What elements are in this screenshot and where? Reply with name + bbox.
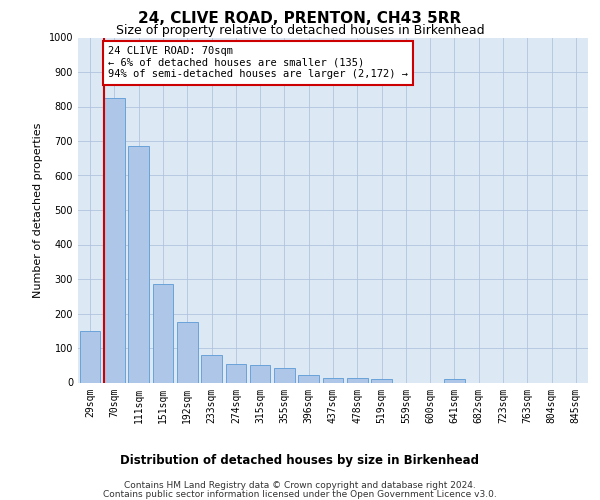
Bar xyxy=(444,379,465,382)
Bar xyxy=(250,365,271,382)
Bar xyxy=(104,98,125,382)
Bar xyxy=(128,146,149,382)
Bar xyxy=(201,355,222,382)
Text: 24, CLIVE ROAD, PRENTON, CH43 5RR: 24, CLIVE ROAD, PRENTON, CH43 5RR xyxy=(139,11,461,26)
Bar xyxy=(323,378,343,382)
Bar xyxy=(371,379,392,382)
Bar xyxy=(226,364,246,382)
Bar xyxy=(177,322,197,382)
Text: Distribution of detached houses by size in Birkenhead: Distribution of detached houses by size … xyxy=(121,454,479,467)
Y-axis label: Number of detached properties: Number of detached properties xyxy=(33,122,43,298)
Bar xyxy=(347,378,368,382)
Bar xyxy=(80,331,100,382)
Bar xyxy=(298,375,319,382)
Text: Contains HM Land Registry data © Crown copyright and database right 2024.: Contains HM Land Registry data © Crown c… xyxy=(124,481,476,490)
Bar xyxy=(152,284,173,382)
Text: Contains public sector information licensed under the Open Government Licence v3: Contains public sector information licen… xyxy=(103,490,497,499)
Text: Size of property relative to detached houses in Birkenhead: Size of property relative to detached ho… xyxy=(116,24,484,37)
Text: 24 CLIVE ROAD: 70sqm
← 6% of detached houses are smaller (135)
94% of semi-detac: 24 CLIVE ROAD: 70sqm ← 6% of detached ho… xyxy=(108,46,408,80)
Bar xyxy=(274,368,295,382)
